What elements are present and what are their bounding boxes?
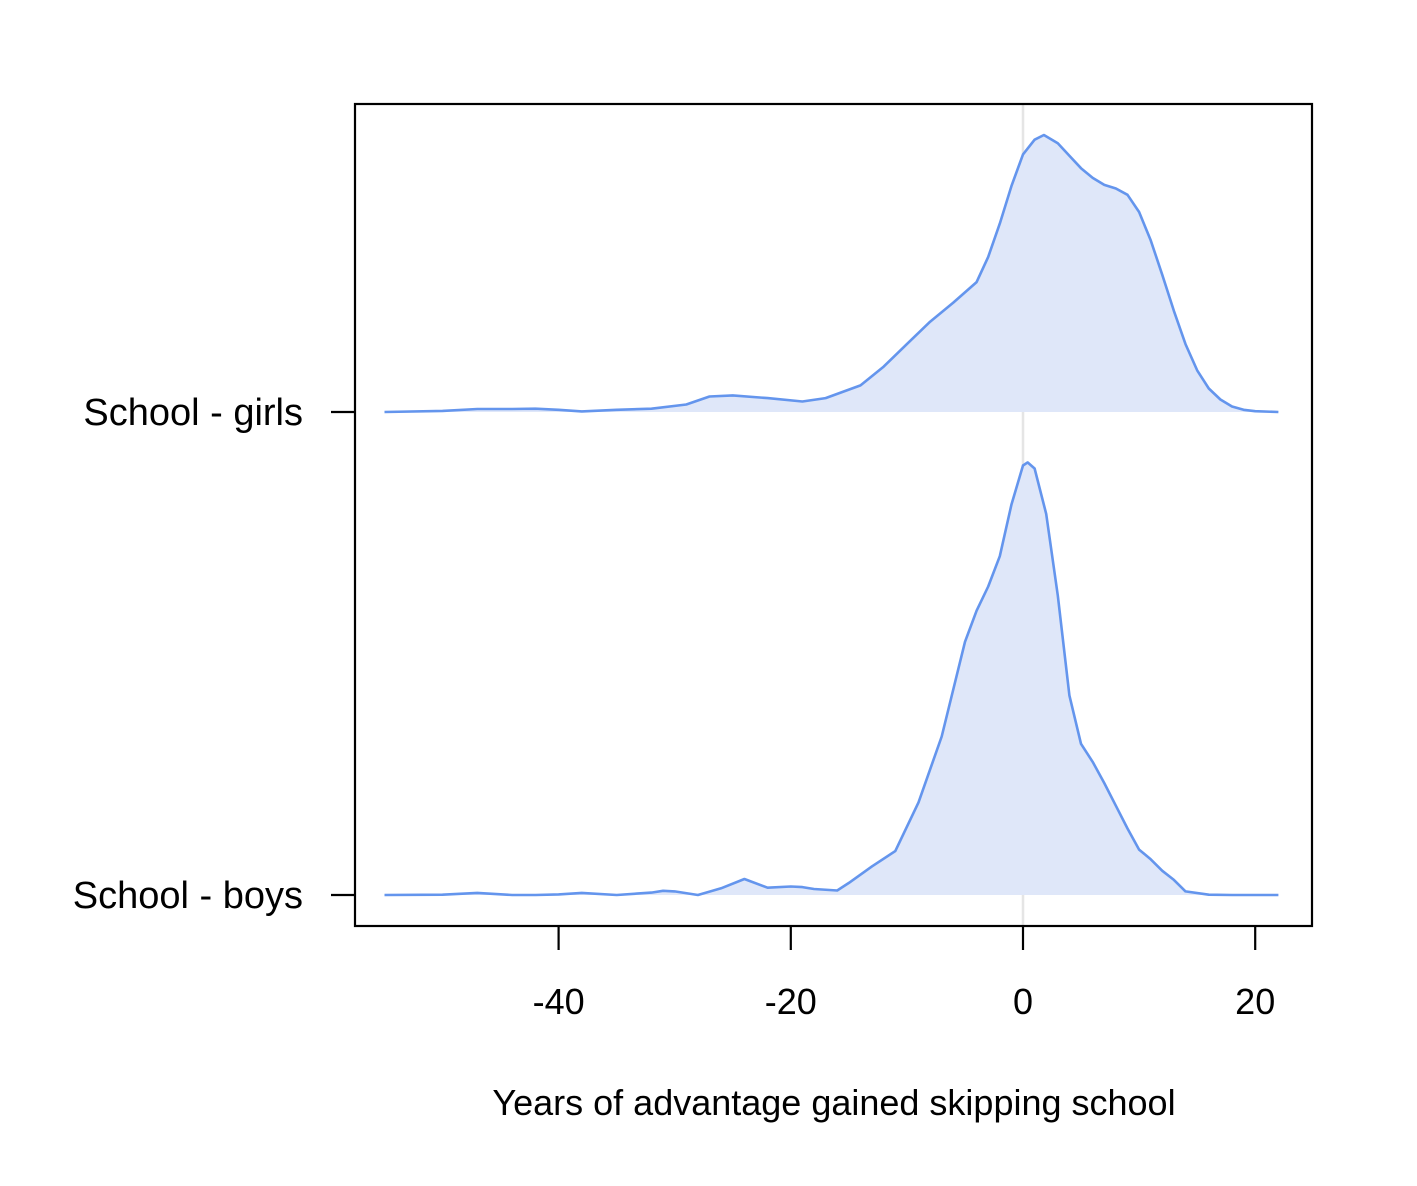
ridge-girls [384,133,1279,414]
x-axis-title: Years of advantage gained skipping schoo… [492,1082,1175,1123]
x-tick-label: 20 [1235,981,1275,1022]
y-axis: School - girls School - boys [73,392,355,917]
density-line [384,133,1279,414]
density-area [384,135,1279,412]
x-tick-label: -20 [765,981,817,1022]
x-tick-label: 0 [1013,981,1033,1022]
plot-frame [353,102,1314,928]
y-category-label: School - girls [83,392,303,434]
density-area [384,462,1279,895]
ridge-boys [384,461,1279,897]
x-tick-label: -40 [533,981,585,1022]
y-category-label: School - boys [73,875,303,917]
x-axis: -40 -20 0 20 [533,926,1275,1022]
density-line [384,461,1279,897]
ridges-layer [384,133,1279,897]
